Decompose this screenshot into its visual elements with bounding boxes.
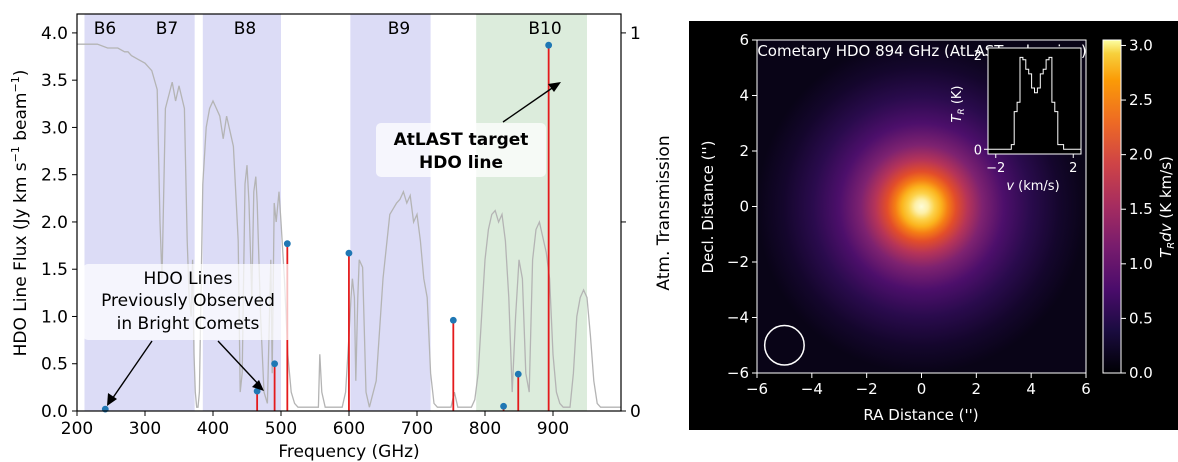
inset-y-tick-label: 2 (974, 49, 982, 64)
prev-annotation-box (83, 264, 293, 340)
y-tick-label: 3.5 (41, 71, 68, 91)
inset-y-tick-label: 0 (974, 143, 982, 158)
inset-x-tick-label: 2 (1069, 161, 1077, 176)
colorbar-tick-label: 3.0 (1129, 36, 1153, 54)
y-tick-label: 3.0 (41, 118, 68, 138)
colorbar-label: TRdv (K km/s) (1157, 156, 1177, 258)
x-tick-label: 400 (197, 419, 229, 439)
y-tick-label: 2.0 (41, 213, 68, 233)
inset-x-tick-label: −2 (986, 161, 1005, 176)
inset-frame (987, 47, 1082, 155)
band-b8 (202, 14, 281, 411)
stem-marker (449, 316, 457, 324)
heatmap-x-tick-label: 0 (917, 380, 927, 398)
x-tick-label: 700 (401, 419, 433, 439)
heatmap-y-tick-label: 6 (739, 31, 749, 49)
target-annotation-line1: AtLAST target (394, 130, 529, 150)
y-axis-ticks: 0.0 0.5 1.0 1.5 2.0 2.5 3.0 3.5 4.0 (41, 24, 77, 422)
colorbar (1102, 39, 1122, 374)
x-tick-label: 600 (333, 419, 365, 439)
heatmap-x-axis-label: RA Distance ('') (863, 406, 978, 424)
x-tick-label: 900 (537, 419, 569, 439)
band-label-b7: B7 (156, 19, 178, 39)
band-b6 (84, 14, 128, 411)
stem-marker (514, 370, 522, 378)
heatmap-y-tick-label: 0 (739, 198, 749, 216)
heatmap-x-tick-label: −2 (856, 380, 878, 398)
heatmap-y-tick-label: −4 (727, 309, 749, 327)
stem-marker (283, 240, 291, 248)
colorbar-tick-label: 1.0 (1129, 255, 1153, 273)
prev-annotation-line2: Previously Observed (101, 291, 275, 311)
y2-tick-label: 0 (630, 402, 641, 422)
x-tick-label: 200 (61, 419, 93, 439)
band-regions (84, 14, 587, 411)
left-y-axis-label: HDO Line Flux (Jy km s−1 beam−1) (9, 70, 31, 357)
stem-marker (545, 41, 553, 49)
colorbar-tick-label: 0.5 (1129, 309, 1153, 327)
colorbar-ticks: 0.0 0.5 1.0 1.5 2.0 2.5 3.0 (1121, 36, 1153, 382)
transmission-curve (77, 43, 621, 408)
heatmap-y-tick-label: 2 (739, 142, 749, 160)
y-tick-label: 1.5 (41, 260, 68, 280)
inset-y-label: TR (K) (950, 85, 967, 122)
heatmap-y-tick-label: −2 (727, 253, 749, 271)
stem-marker (253, 387, 261, 395)
y2-axis-ticks: 01 (621, 24, 641, 422)
y-tick-label: 0.0 (41, 402, 68, 422)
prev-annotation-line1: HDO Lines (144, 269, 233, 289)
heatmap-y-tick-label: −6 (727, 364, 749, 382)
heatmap-x-ticks: −6 −4 −2 0 2 4 6 (746, 373, 1091, 398)
inset-spectrum: −2 2 0 2 v (km/s) TR (K) (950, 47, 1082, 194)
target-arrow (502, 82, 561, 123)
heatmap-x-tick-label: 2 (972, 380, 982, 398)
y-tick-label: 2.5 (41, 166, 68, 186)
x-tick-label: 300 (129, 419, 161, 439)
colorbar-tick-label: 0.0 (1129, 364, 1153, 382)
left-panel: 200 300 400 500 600 700 800 900 0.0 0.5 1.0 1.5 2.0… (9, 13, 674, 462)
stem-marker (271, 360, 279, 368)
heatmap-x-tick-label: −4 (801, 380, 823, 398)
prev-arrow-left (107, 340, 153, 406)
band-label-b10: B10 (528, 19, 561, 39)
inset-line (988, 56, 1081, 150)
left-x-axis-label: Frequency (GHz) (278, 442, 419, 462)
heatmap-y-ticks: −6 −4 −2 0 2 4 6 (727, 31, 757, 382)
band-b7 (128, 14, 195, 411)
band-label-b9: B9 (388, 19, 410, 39)
heatmap-y-tick-label: 4 (739, 87, 749, 105)
y-tick-label: 4.0 (41, 24, 68, 44)
target-annotation-line2: HDO line (419, 153, 503, 173)
stem-marker (345, 249, 353, 257)
right-panel: Cometary HDO 894 GHz (AtLAST cube sim.) … (689, 21, 1178, 430)
stem-marker (500, 402, 507, 410)
x-tick-label: 800 (469, 419, 501, 439)
right-y-axis-label: Atm. Transmission (654, 135, 674, 290)
heatmap-x-tick-label: 6 (1081, 380, 1091, 398)
prev-arrow-right (217, 340, 264, 391)
band-b10 (476, 14, 587, 411)
beam-circle (763, 324, 805, 366)
heatmap-y-axis-label: Decl. Distance ('') (699, 140, 717, 273)
band-label-b6: B6 (94, 19, 116, 39)
x-axis-ticks: 200 300 400 500 600 700 800 900 (61, 411, 569, 439)
y-tick-label: 1.0 (41, 307, 68, 327)
target-annotation-box (376, 123, 546, 177)
inset-x-label: v (km/s) (1006, 179, 1059, 194)
band-label-b8: B8 (234, 19, 256, 39)
colorbar-tick-label: 1.5 (1129, 200, 1153, 218)
y2-tick-label: 1 (630, 24, 641, 44)
transmission-line (77, 43, 621, 408)
x-tick-label: 500 (265, 419, 297, 439)
prev-annotation-line3: in Bright Comets (117, 314, 260, 334)
heatmap-x-tick-label: 4 (1026, 380, 1036, 398)
inset-ticks: −2 2 0 2 (974, 49, 1078, 176)
colorbar-tick-label: 2.0 (1129, 146, 1153, 164)
colorbar-tick-label: 2.5 (1129, 91, 1153, 109)
heatmap-x-tick-label: −6 (746, 380, 768, 398)
y-tick-label: 0.5 (41, 355, 68, 375)
